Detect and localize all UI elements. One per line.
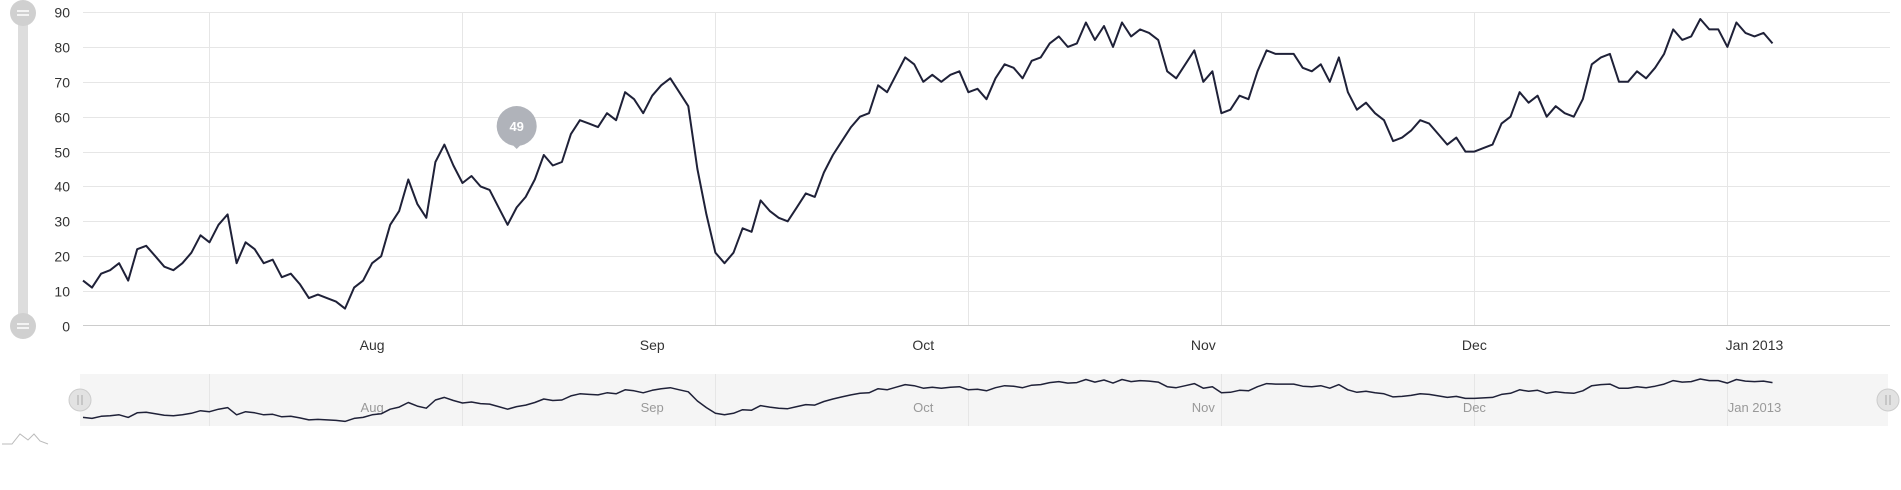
y-range-track[interactable] [18, 12, 28, 326]
navigator-handle-left[interactable] [68, 388, 92, 412]
navigator-label: Dec [1463, 400, 1487, 415]
y-tick-label: 90 [54, 5, 70, 21]
navigator-handle-right[interactable] [1876, 388, 1900, 412]
navigator-mini-icon [2, 433, 49, 445]
navigator-series-line [82, 378, 1773, 423]
y-range-selector[interactable] [10, 0, 36, 339]
y-tick-label: 70 [54, 75, 70, 91]
tooltip-pointer [509, 142, 524, 150]
x-tick-label: Dec [1462, 337, 1487, 353]
y-tick-label: 30 [54, 214, 70, 230]
x-tick-label: Jan 2013 [1726, 337, 1784, 353]
value-tooltip: 49 [496, 106, 537, 150]
series-line [82, 18, 1774, 310]
navigator[interactable]: Aug Sep Oct Nov Dec Jan 2013 [68, 374, 1900, 426]
y-tick-label: 50 [54, 145, 70, 161]
tooltip-bubble [496, 106, 537, 147]
x-tick-label: Oct [912, 337, 934, 353]
y-range-handle-top[interactable] [10, 0, 36, 26]
horizontal-gridlines [83, 12, 1890, 292]
y-axis-ticks: 0 10 20 30 40 50 60 70 80 90 [54, 5, 70, 335]
x-tick-label: Aug [360, 337, 385, 353]
navigator-label: Nov [1192, 400, 1216, 415]
navigator-label: Aug [361, 400, 384, 415]
tooltip-value: 49 [509, 119, 523, 134]
x-tick-label: Nov [1191, 337, 1216, 353]
navigator-labels: Aug Sep Oct Nov Dec Jan 2013 [361, 400, 1782, 415]
y-tick-label: 60 [54, 110, 70, 126]
y-tick-label: 10 [54, 284, 70, 300]
navigator-label: Jan 2013 [1728, 400, 1782, 415]
y-range-handle-bottom[interactable] [10, 313, 36, 339]
vertical-gridlines [209, 12, 1728, 326]
y-tick-label: 0 [62, 319, 70, 335]
y-tick-label: 80 [54, 40, 70, 56]
x-tick-label: Sep [640, 337, 665, 353]
x-axis-ticks: Aug Sep Oct Nov Dec Jan 2013 [360, 337, 1784, 353]
y-tick-label: 40 [54, 179, 70, 195]
y-tick-label: 20 [54, 249, 70, 265]
navigator-label: Oct [913, 400, 934, 415]
navigator-background[interactable] [80, 374, 1888, 426]
navigator-label: Sep [641, 400, 664, 415]
